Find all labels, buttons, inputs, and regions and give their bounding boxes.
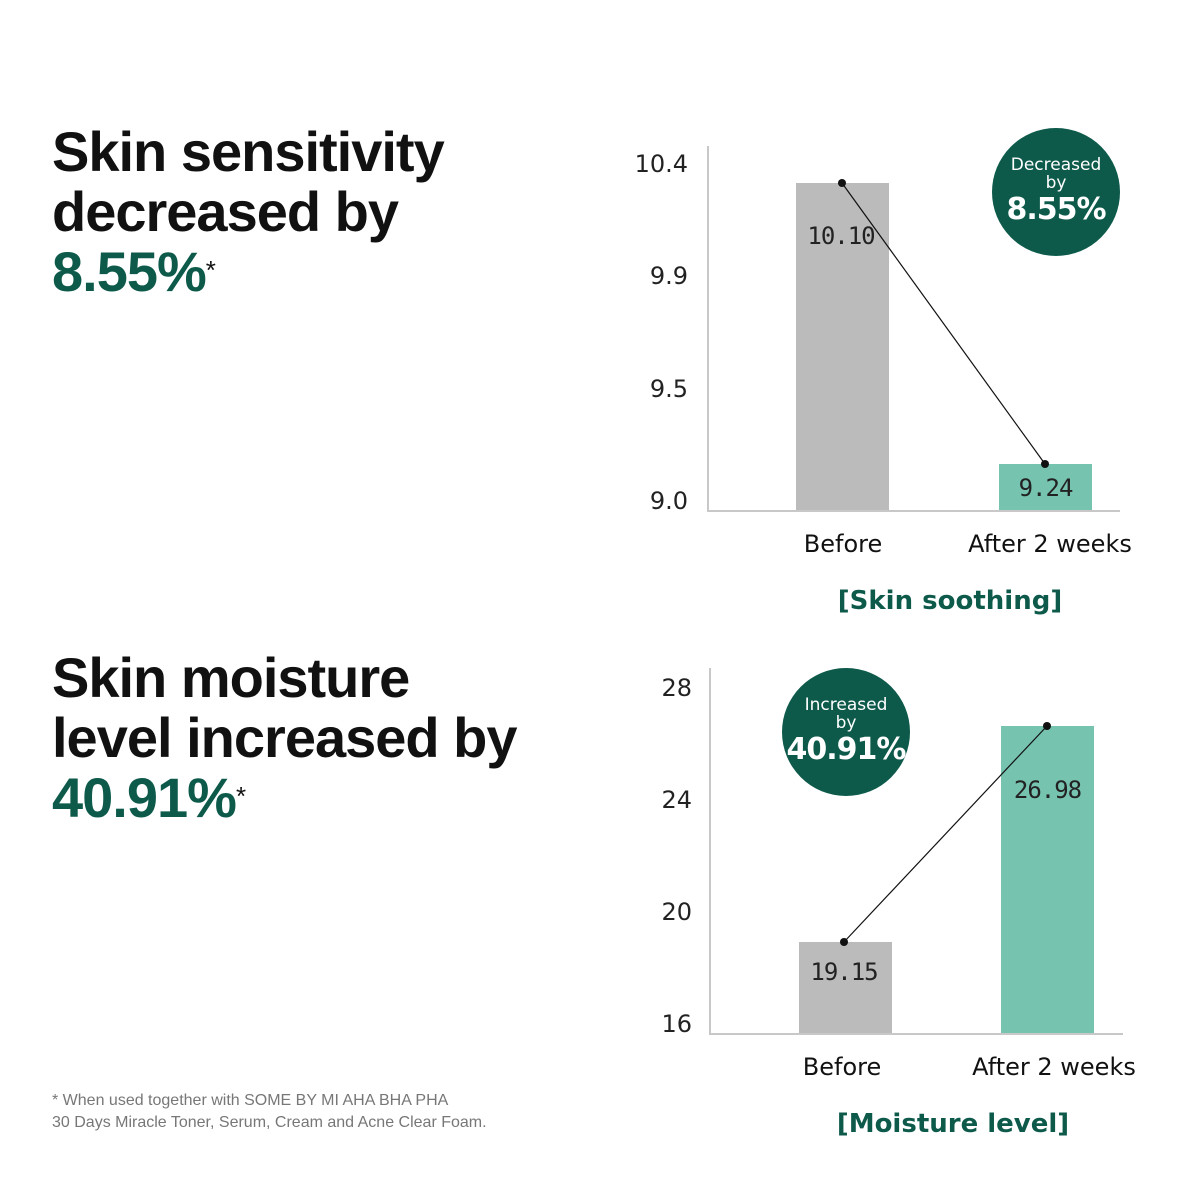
asterisk: * [235,781,246,811]
bar-before [799,942,892,1033]
headline-sensitivity: Skin sensitivity decreased by 8.55%* [52,120,445,302]
y-tick: 24 [661,786,692,814]
badge-value: 40.91% [786,732,907,767]
bar-before-value: 19.15 [810,958,878,986]
trend-line [838,179,1049,468]
y-tick: 10.4 [634,150,688,178]
headline-pct: 8.55% [52,240,207,303]
badge-value: 8.55% [1006,192,1106,227]
y-tick: 28 [661,674,692,702]
bar-before-value: 10.10 [807,222,875,250]
x-axis [707,510,1120,512]
bar-after [1001,726,1094,1033]
x-label-after: After 2 weeks [972,1053,1136,1081]
y-tick: 9.0 [649,487,688,515]
chart-title: [Skin soothing] [837,586,1063,616]
bar-after-value: 26.98 [1013,776,1082,804]
x-axis [709,1033,1123,1035]
bar-after [999,464,1092,510]
y-axis [709,668,711,1035]
headline-pct-row: 40.91%* [52,768,517,828]
y-axis [707,146,709,512]
bar-before [796,183,889,510]
headline-line1: Skin moisture [52,646,410,709]
badge-line2: by [1045,173,1067,193]
chart-title: [Moisture level] [836,1109,1070,1139]
headline-pct-row: 8.55%* [52,242,444,302]
badge-line1: Increased [804,695,888,715]
badge-line2: by [835,713,857,733]
footnote-line2: 30 Days Miracle Toner, Serum, Cream and … [52,1114,487,1131]
y-tick: 9.9 [649,262,688,290]
y-tick: 9.5 [649,375,688,403]
increase-badge: Increased by 40.91% [782,668,910,796]
headline-pct: 40.91% [52,766,237,829]
headline-line1: Skin sensitivity [52,120,445,183]
x-label-before: Before [802,1053,882,1081]
headline-moisture: Skin moisture level increased by 40.91%* [52,646,518,828]
decrease-badge: Decreased by 8.55% [992,128,1120,256]
y-tick: 16 [661,1010,692,1038]
x-label-before: Before [803,530,883,558]
chart-skin-soothing: 10.4 9.9 9.5 9.0 10.10 9.24 Decreased by… [634,128,1132,616]
footnote-line1: * When used together with SOME BY MI AHA… [52,1092,449,1109]
bar-after-value: 9.24 [1018,474,1074,502]
footnote: * When used together with SOME BY MI AHA… [52,1090,487,1134]
y-tick: 20 [661,898,692,926]
x-label-after: After 2 weeks [968,530,1132,558]
headline-line2: level increased by [52,706,518,769]
headline-line2: decreased by [52,180,399,243]
asterisk: * [205,255,216,285]
badge-line1: Decreased [1010,155,1102,175]
